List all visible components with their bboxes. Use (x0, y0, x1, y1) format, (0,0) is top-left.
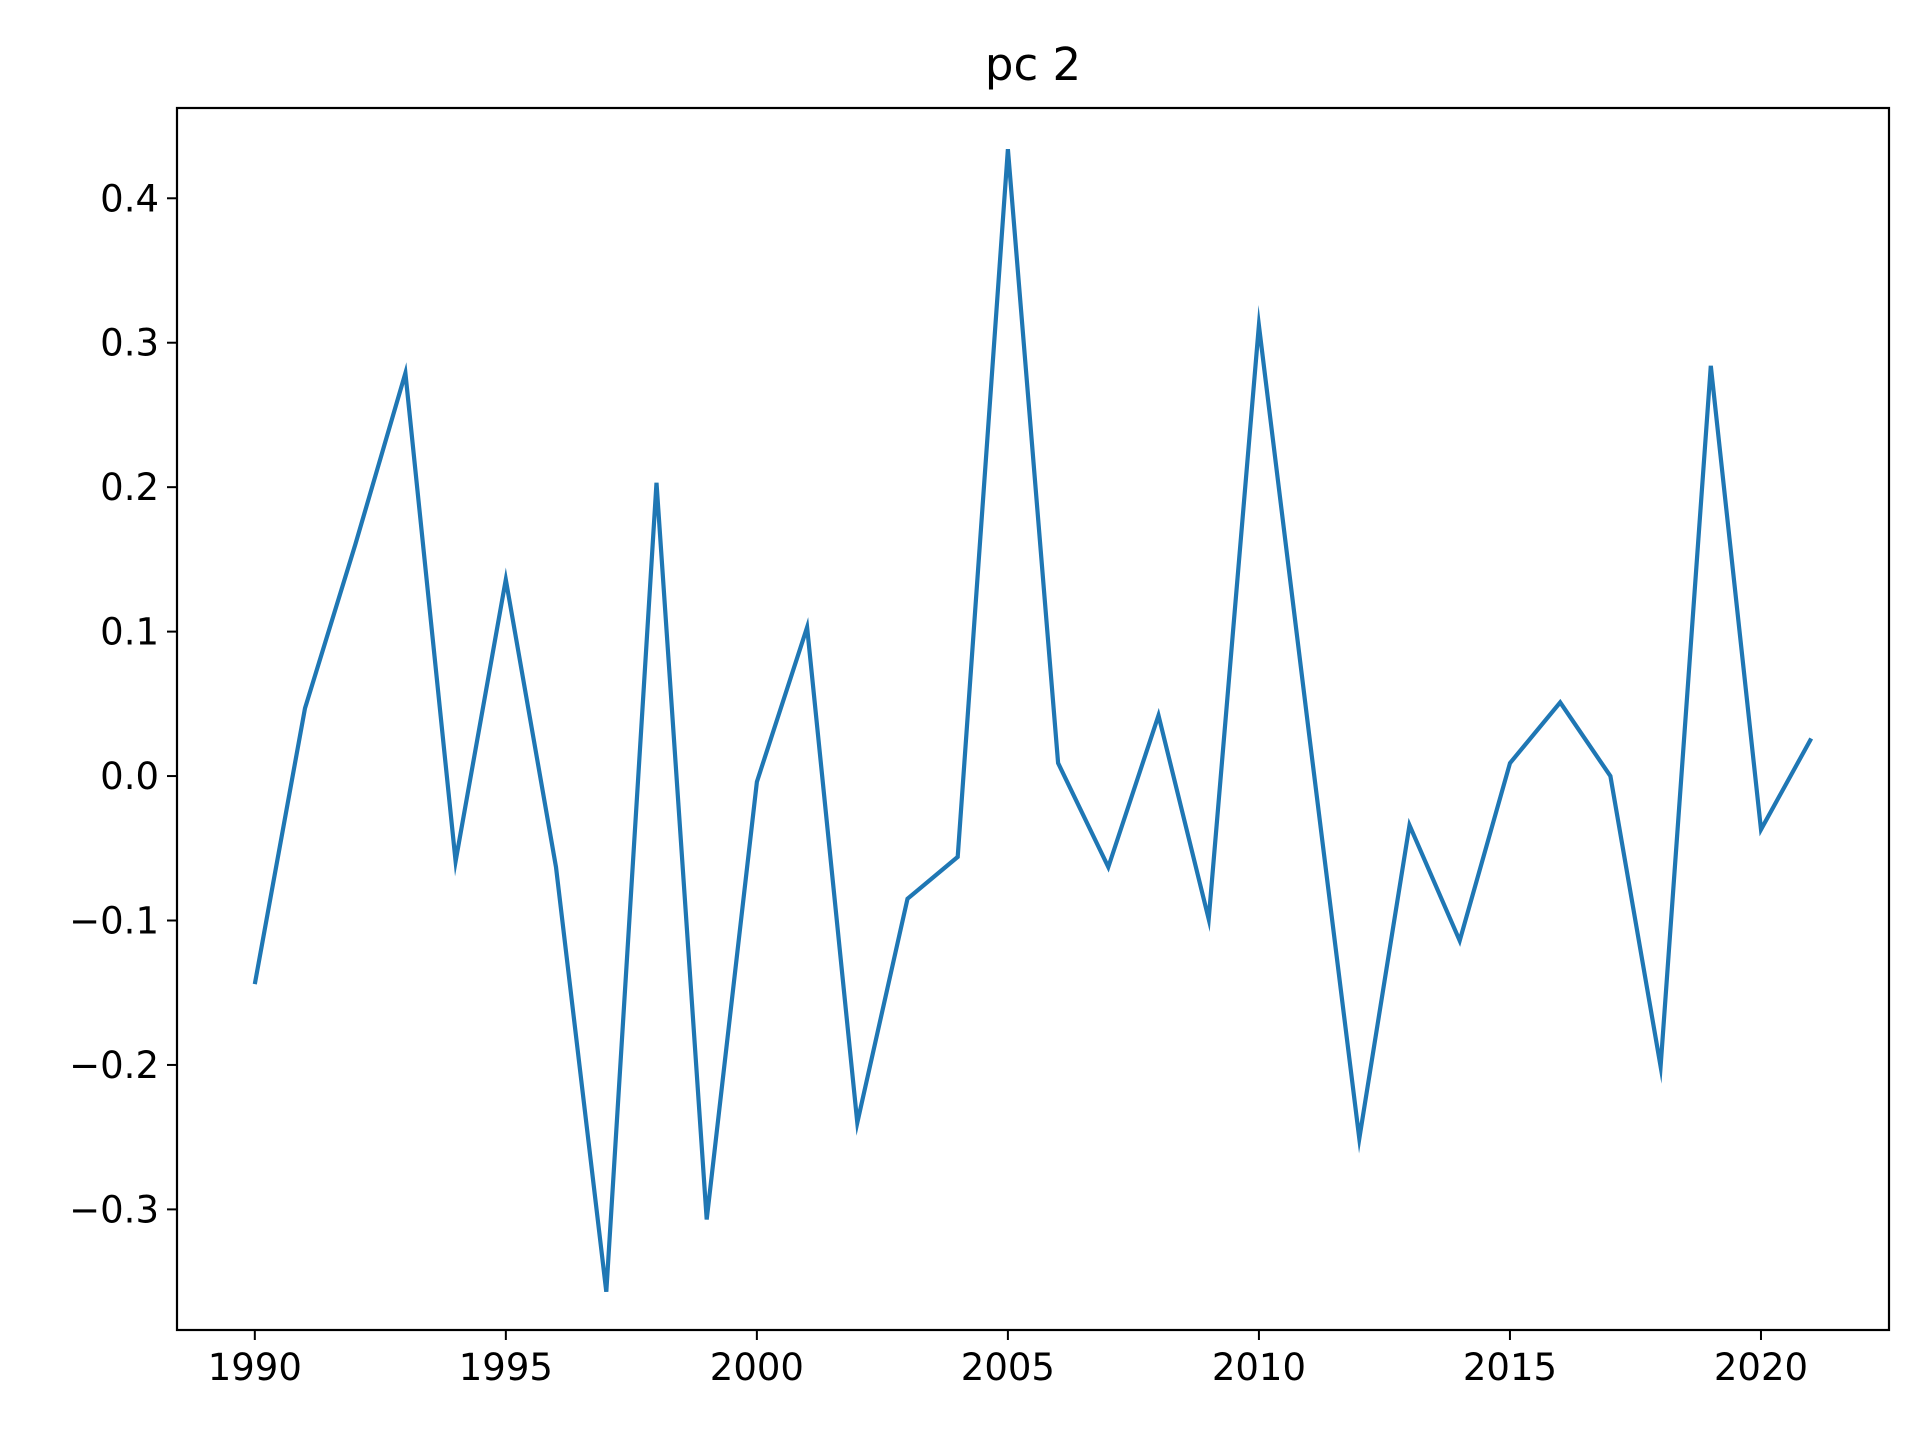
y-tick-label: 0.3 (100, 322, 159, 365)
x-tick-label: 2005 (961, 1346, 1055, 1389)
x-tick-label: 2010 (1212, 1346, 1306, 1389)
series-line (252, 149, 1814, 1292)
x-tick-label: 1995 (459, 1346, 553, 1389)
y-axis: −0.3 −0.2 −0.1 0.0 0.1 0.2 0.3 0.4 (69, 177, 177, 1231)
series-layer (252, 149, 1814, 1292)
x-axis: 1990 1995 2000 2005 2010 2015 2020 (208, 1330, 1808, 1389)
y-tick-label: 0.0 (100, 755, 159, 798)
y-tick-label: −0.1 (69, 900, 159, 943)
y-tick-label: −0.2 (69, 1044, 159, 1087)
y-tick-label: 0.4 (100, 177, 159, 220)
x-tick-label: 1990 (208, 1346, 302, 1389)
x-tick-label: 2015 (1463, 1346, 1557, 1389)
y-tick-label: 0.1 (100, 611, 159, 654)
chart-title: pc 2 (985, 38, 1081, 91)
x-tick-label: 2020 (1714, 1346, 1808, 1389)
x-tick-label: 2000 (710, 1346, 804, 1389)
y-tick-label: 0.2 (100, 466, 159, 509)
plot-frame (175, 106, 1891, 1332)
y-tick-label: −0.3 (69, 1188, 159, 1231)
